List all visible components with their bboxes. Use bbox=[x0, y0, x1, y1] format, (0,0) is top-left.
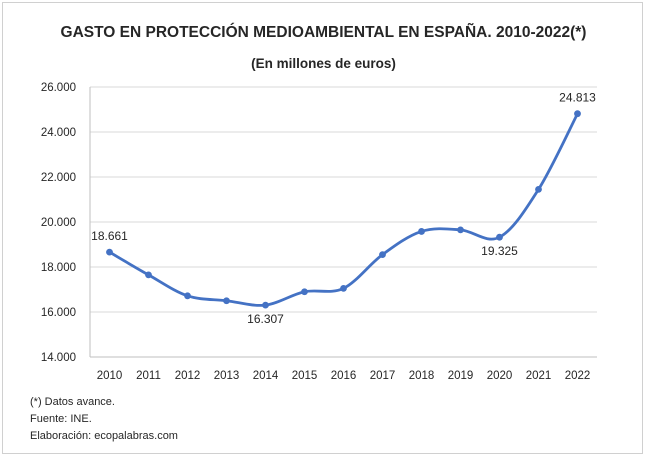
data-point bbox=[457, 226, 464, 234]
data-label: 24.813 bbox=[559, 91, 596, 105]
x-tick-label: 2013 bbox=[214, 370, 240, 382]
data-point bbox=[340, 284, 347, 292]
y-tick-label: 22.000 bbox=[41, 172, 76, 184]
note-credits: Elaboración: ecopalabras.com bbox=[30, 430, 178, 442]
y-tick-label: 24.000 bbox=[41, 127, 76, 139]
x-tick-label: 2015 bbox=[292, 370, 318, 382]
x-tick-label: 2019 bbox=[448, 370, 474, 382]
data-label: 19.325 bbox=[481, 244, 518, 258]
data-point bbox=[496, 233, 503, 241]
data-point bbox=[223, 297, 230, 305]
chart-title: GASTO EN PROTECCIÓN MEDIOAMBIENTAL EN ES… bbox=[60, 24, 587, 41]
x-tick-label: 2018 bbox=[409, 370, 435, 382]
data-point bbox=[145, 271, 152, 279]
series-line bbox=[108, 112, 579, 307]
y-tick-label: 20.000 bbox=[41, 217, 76, 229]
note-provisional: (*) Datos avance. bbox=[30, 396, 115, 408]
y-tick-label: 26.000 bbox=[41, 82, 76, 94]
x-tick-label: 2022 bbox=[565, 370, 591, 382]
chart-frame bbox=[2, 2, 643, 454]
y-tick-label: 18.000 bbox=[41, 262, 76, 274]
x-tick-label: 2012 bbox=[175, 370, 201, 382]
x-tick-label: 2014 bbox=[253, 370, 279, 382]
data-label: 18.661 bbox=[91, 229, 128, 243]
x-tick-label: 2010 bbox=[97, 370, 123, 382]
data-point bbox=[106, 248, 113, 256]
chart-subtitle: (En millones de euros) bbox=[251, 56, 396, 71]
data-point bbox=[262, 301, 269, 309]
y-tick-label: 14.000 bbox=[41, 352, 76, 364]
note-source: Fuente: INE. bbox=[30, 413, 92, 425]
x-tick-label: 2017 bbox=[370, 370, 396, 382]
data-point bbox=[535, 185, 542, 193]
x-tick-label: 2020 bbox=[487, 370, 513, 382]
x-tick-label: 2011 bbox=[136, 370, 161, 382]
y-tick-label: 16.000 bbox=[41, 307, 76, 319]
x-tick-label: 2016 bbox=[331, 370, 357, 382]
data-point bbox=[301, 288, 308, 296]
data-point bbox=[379, 251, 386, 259]
data-point bbox=[418, 228, 425, 235]
data-point bbox=[574, 110, 581, 118]
x-tick-label: 2021 bbox=[526, 370, 552, 382]
data-label: 16.307 bbox=[247, 312, 284, 326]
data-point bbox=[184, 292, 191, 300]
chart-notes: (*) Datos avance. Fuente: INE. Elaboraci… bbox=[30, 394, 178, 445]
